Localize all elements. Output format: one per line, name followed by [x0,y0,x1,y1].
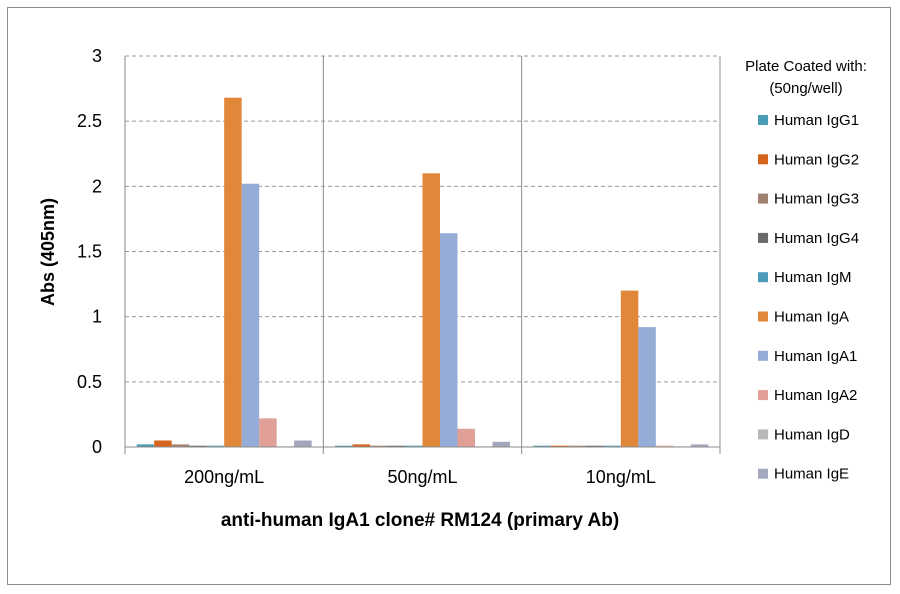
bar [533,445,551,447]
x-tick-label: 200ng/mL [184,467,264,487]
y-tick-label: 3 [92,46,102,66]
bar [603,445,621,447]
bar [690,444,709,447]
legend-label: Human IgG4 [774,230,859,247]
bar [189,445,207,447]
bar [405,445,423,447]
legend-swatch [758,429,768,440]
legend-swatch [758,232,768,243]
bar [171,444,190,447]
bar [206,445,225,447]
bar [154,440,172,447]
x-tick-label: 10ng/mL [586,467,656,487]
y-tick-label: 0.5 [77,372,102,392]
legend-swatch [758,193,768,204]
bar [440,233,458,447]
bar [638,327,656,447]
legend-swatch [758,390,768,401]
bar [335,445,353,447]
bar [352,444,370,447]
legend-swatch [758,468,768,479]
y-tick-label: 0 [92,437,102,457]
bar [585,445,604,447]
legend-label: Human IgG3 [774,191,859,208]
bar [550,445,569,447]
chart-frame [7,7,891,585]
legend-swatch [758,311,768,322]
bar [370,445,388,447]
bar [492,441,510,447]
legend-label: Human IgM [774,269,852,286]
y-axis-label: Abs (405nm) [38,198,58,306]
legend-label: Human IgA2 [774,387,857,404]
bar [136,444,155,447]
legend-swatch [758,115,768,125]
legend-label: Human IgG2 [774,151,859,168]
legend-title-1: Plate Coated with: [745,58,867,75]
legend-swatch [758,350,768,361]
bar [568,445,586,447]
x-axis-label: anti-human IgA1 clone# RM124 (primary Ab… [221,510,619,531]
y-tick-label: 2 [92,176,102,196]
y-tick-label: 1 [92,307,102,327]
bar [241,183,260,447]
legend-label: Human IgA1 [774,348,857,365]
legend-swatch [758,272,768,283]
legend-title-2: (50ng/well) [769,80,842,97]
bar [259,418,277,447]
bar [457,428,475,447]
bar [294,440,312,447]
y-tick-label: 1.5 [77,242,102,262]
legend-label: Human IgE [774,466,849,483]
bar [387,445,405,447]
legend-label: Human IgG1 [774,112,859,129]
bar [620,290,639,447]
legend-swatch [758,154,768,165]
x-tick-label: 50ng/mL [387,467,457,487]
bar [224,97,242,447]
legend-label: Human IgD [774,426,850,443]
bar [422,173,440,448]
bar [655,445,674,447]
y-tick-label: 2.5 [77,111,102,131]
legend-label: Human IgA [774,309,849,326]
